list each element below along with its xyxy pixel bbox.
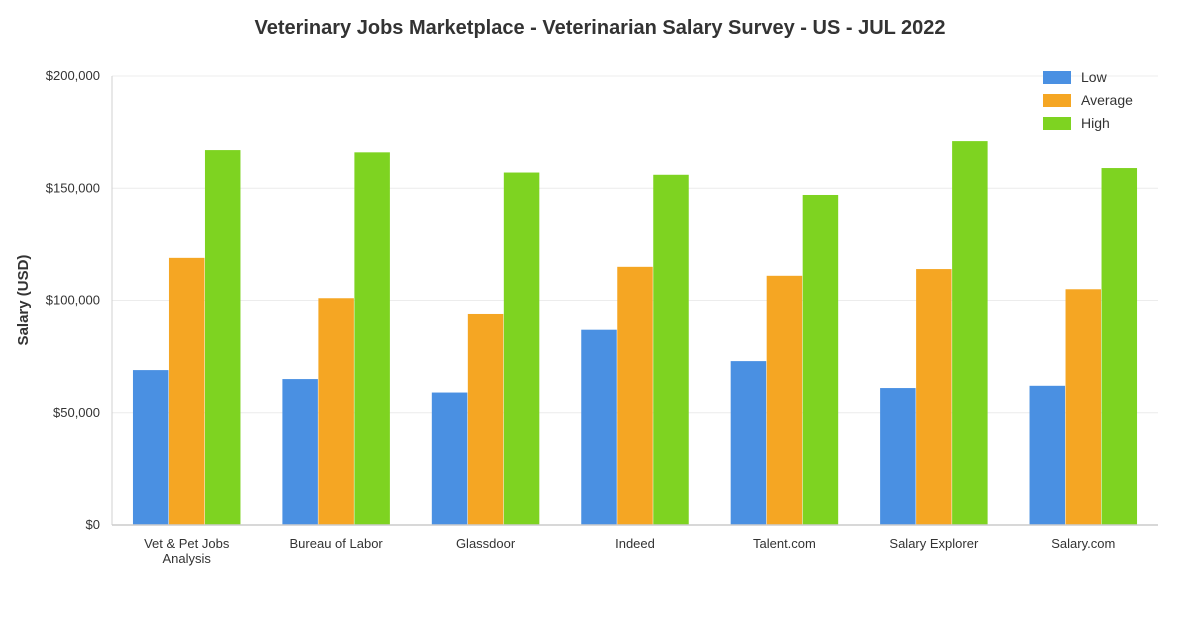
bar-average — [617, 266, 653, 525]
bar-low — [880, 388, 916, 525]
bar-low — [581, 329, 617, 525]
axes — [111, 76, 1158, 526]
x-tick-label: Vet & Pet Jobs Analysis — [144, 536, 230, 566]
legend-swatch-high — [1043, 117, 1071, 130]
bar-low — [730, 361, 767, 525]
legend-swatch-average — [1043, 94, 1071, 107]
y-tick-label: $100,000 — [46, 293, 100, 308]
x-tick-label: Salary Explorer — [889, 536, 979, 551]
bars — [132, 141, 1138, 526]
y-axis-title: Salary (USD) — [15, 255, 32, 346]
bar-low — [132, 370, 169, 525]
x-tick-label: Glassdoor — [456, 536, 516, 551]
legend: Low Average High — [1043, 69, 1133, 131]
y-tick-label: $0 — [86, 517, 100, 532]
bar-average — [916, 269, 952, 525]
bar-low — [282, 379, 318, 525]
bar-high — [204, 150, 241, 525]
legend-swatch-low — [1043, 71, 1071, 84]
bar-average — [467, 313, 504, 525]
bar-low — [431, 392, 468, 525]
bar-high — [503, 172, 540, 525]
bar-high — [952, 141, 988, 526]
y-tick-label: $50,000 — [53, 405, 100, 420]
x-tick-label: Bureau of Labor — [290, 536, 384, 551]
y-tick-label: $200,000 — [46, 68, 100, 83]
bar-average — [1065, 289, 1102, 525]
bar-high — [802, 194, 839, 526]
x-tick-label: Indeed — [615, 536, 655, 551]
legend-label-average: Average — [1081, 92, 1133, 108]
y-axis-ticks: $0 $50,000 $100,000 $150,000 $200,000 — [46, 68, 100, 532]
x-tick-label: Salary.com — [1051, 536, 1115, 551]
bar-high — [653, 174, 689, 525]
bar-average — [766, 275, 803, 525]
legend-label-low: Low — [1081, 69, 1108, 85]
bar-average — [318, 298, 354, 525]
legend-label-high: High — [1081, 115, 1110, 131]
x-axis-ticks: Vet & Pet Jobs Analysis Bureau of Labor Gla… — [144, 536, 1115, 566]
chart-title: Veterinary Jobs Marketplace - Veterinari… — [254, 17, 945, 39]
bar-low — [1029, 385, 1066, 525]
x-tick-label: Talent.com — [753, 536, 816, 551]
y-tick-label: $150,000 — [46, 180, 100, 195]
bar-high — [1101, 168, 1138, 526]
bar-average — [168, 257, 205, 525]
bar-high — [354, 152, 390, 525]
